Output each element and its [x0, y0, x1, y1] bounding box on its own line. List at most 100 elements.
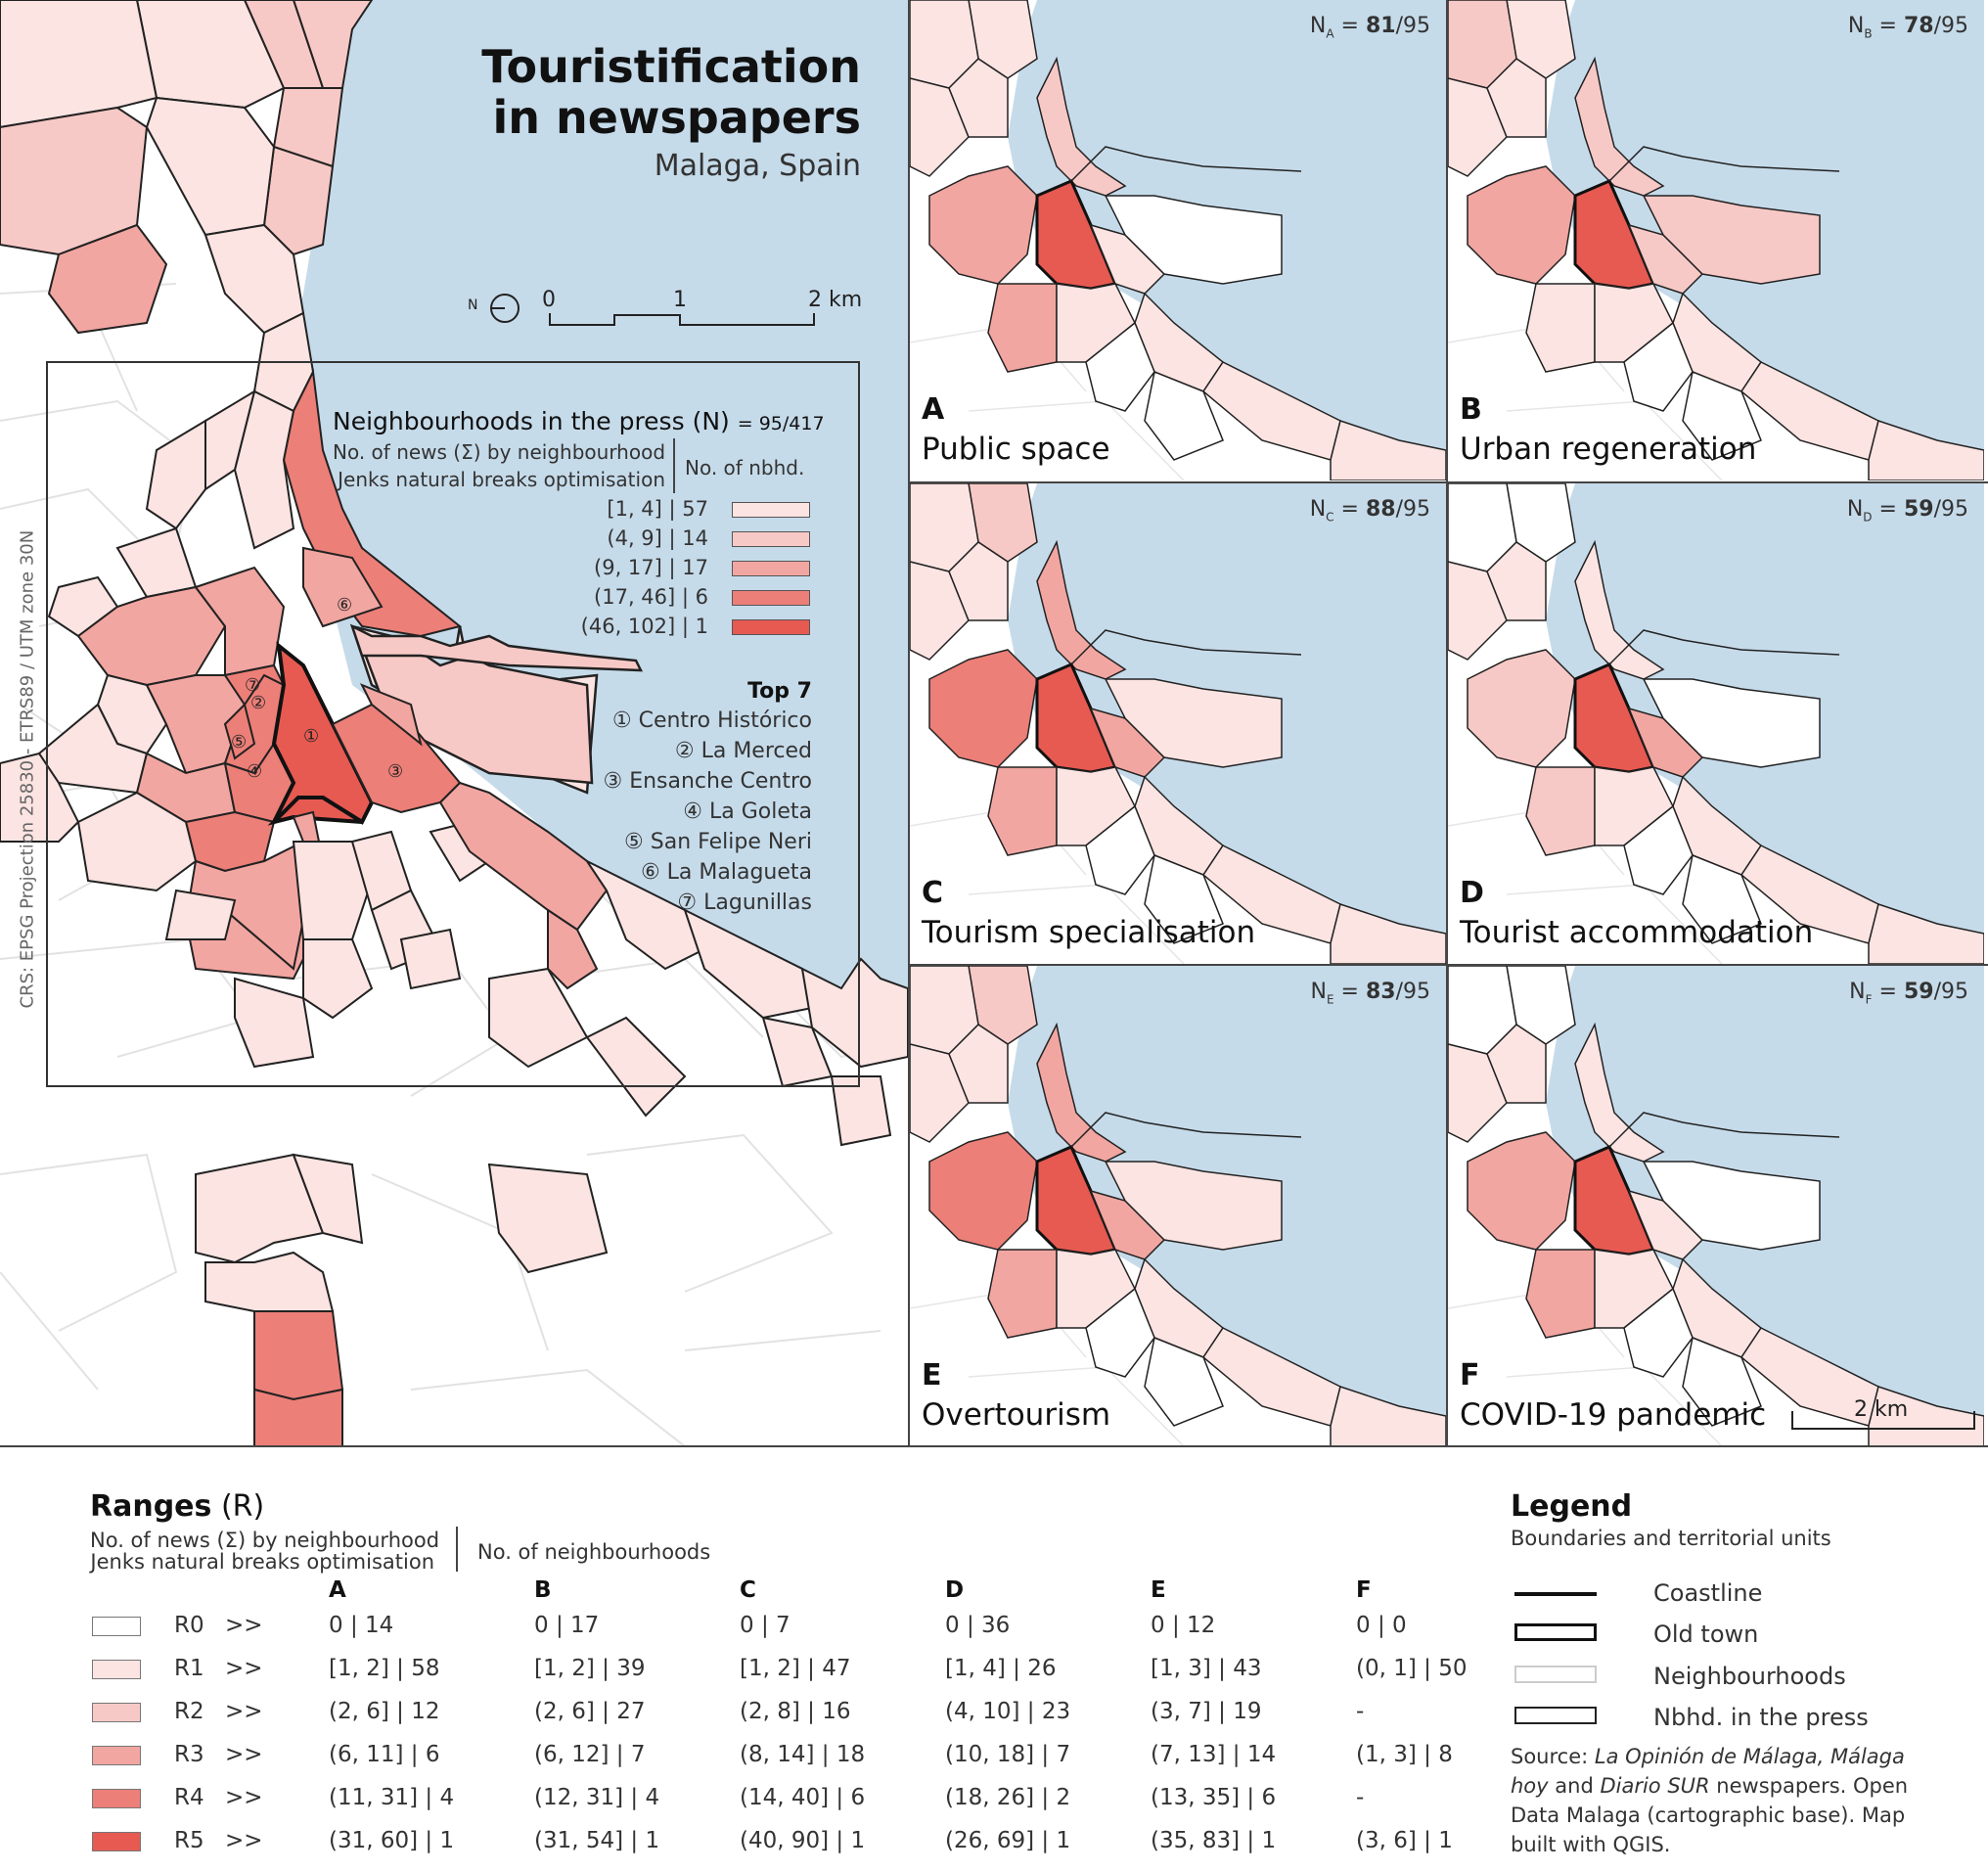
source-newspaper-1: La Opinión de Málaga, Málaga [1594, 1745, 1905, 1768]
ranges-cell: 0 | 36 [945, 1613, 1011, 1638]
main-legend-heading-n: (N) [692, 407, 730, 435]
top7-item-2: ② La Merced [674, 739, 812, 763]
panel-a-title: Public space [922, 432, 1110, 467]
main-legend-heading: Neighbourhoods in the press (N) = 95/417 [333, 407, 825, 435]
panel-count-value: 78 [1903, 14, 1934, 38]
north-label: N [468, 297, 478, 313]
source-newspaper-1-end: hoy [1511, 1774, 1549, 1798]
ranges-separator [456, 1527, 458, 1572]
main-map-svg [0, 0, 908, 1446]
main-legend-line1: No. of news (Σ) by neighbourhood [333, 440, 666, 464]
panel-b-count: NB = 78/95 [1847, 14, 1968, 41]
panel-e[interactable]: E Overtourism NE = 83/95 [910, 966, 1446, 1446]
panel-divider-h2 [908, 964, 1988, 966]
ranges-col-a: A [329, 1577, 346, 1603]
panel-f-letter: F [1460, 1358, 1480, 1393]
panel-d-count: ND = 59/95 [1846, 497, 1968, 525]
panel-count-total: /95 [1395, 980, 1430, 1004]
ranges-cell: (3, 6] | 1 [1356, 1828, 1453, 1853]
panel-b[interactable]: B Urban regeneration NB = 78/95 [1448, 0, 1984, 480]
ranges-col-f: F [1356, 1577, 1372, 1603]
panel-count-value: 59 [1903, 497, 1934, 522]
ranges-cell: (6, 11] | 6 [329, 1742, 440, 1767]
scale-tick-1: 1 [673, 288, 687, 312]
ranges-row-arrow: >> [225, 1656, 263, 1681]
panel-a-letter: A [922, 392, 945, 427]
ranges-col-c: C [740, 1577, 756, 1603]
ranges-cell: (2, 6] | 12 [329, 1699, 440, 1724]
panel-scale-bar [1791, 1411, 1975, 1430]
main-legend-heading-text: Neighbourhoods in the press [333, 407, 685, 435]
source-text-2: Data Malaga (cartographic base). Map [1511, 1804, 1906, 1827]
ranges-cell: 0 | 17 [534, 1613, 600, 1638]
panel-e-count: NE = 83/95 [1310, 980, 1430, 1007]
panel-e-map [910, 966, 1446, 1446]
map-title: Touristification in newspapers [450, 41, 861, 143]
source-and: and [1548, 1774, 1601, 1798]
title-line-2: in newspapers [492, 91, 861, 144]
ranges-cell: 0 | 14 [329, 1613, 394, 1638]
map-marker-4: ④ [247, 761, 263, 782]
panel-e-title: Overtourism [922, 1397, 1111, 1433]
panel-count-value: 81 [1365, 14, 1396, 38]
ranges-cell: (2, 8] | 16 [740, 1699, 851, 1724]
ranges-row-label: R2 [174, 1699, 204, 1724]
main-legend-col: No. of nbhd. [685, 456, 805, 479]
panel-count-total: /95 [1395, 14, 1430, 38]
main-legend-separator [673, 438, 675, 493]
ranges-swatch-r5 [92, 1832, 141, 1851]
top7-item-4: ④ La Goleta [683, 799, 812, 824]
ranges-cell: 0 | 0 [1356, 1613, 1407, 1638]
main-legend-heading-total: = 95/417 [737, 413, 825, 434]
ranges-cell: (2, 6] | 27 [534, 1699, 646, 1724]
legend-press-symbol [1514, 1707, 1597, 1724]
ranges-cell: - [1356, 1699, 1365, 1724]
panel-count-sub: D [1863, 510, 1873, 525]
ranges-cell: - [1356, 1785, 1365, 1810]
panel-b-map [1448, 0, 1984, 480]
ranges-cell: (35, 83] | 1 [1151, 1828, 1277, 1853]
ranges-swatch-r2 [92, 1703, 141, 1722]
ranges-cell: (10, 18] | 7 [945, 1742, 1071, 1767]
panel-count-sub: F [1865, 992, 1873, 1007]
title-line-1: Touristification [481, 40, 861, 93]
source-newspaper-2: Diario SUR [1600, 1774, 1710, 1798]
ranges-cell: (7, 13] | 14 [1151, 1742, 1277, 1767]
legend-item-oldtown: Old town [1653, 1621, 1759, 1648]
panel-c-map [910, 483, 1446, 964]
ranges-cell: (26, 69] | 1 [945, 1828, 1071, 1853]
ranges-col-e: E [1151, 1577, 1166, 1603]
ranges-cell: (11, 31] | 4 [329, 1785, 455, 1810]
panel-c[interactable]: C Tourism specialisation NC = 88/95 [910, 483, 1446, 964]
ranges-cell: (31, 60] | 1 [329, 1828, 455, 1853]
ranges-swatch-r3 [92, 1746, 141, 1765]
ranges-cell: (18, 26] | 2 [945, 1785, 1071, 1810]
ranges-row-arrow: >> [225, 1613, 263, 1638]
panel-f[interactable]: F COVID-19 pandemic NF = 59/95 [1448, 966, 1984, 1446]
ranges-heading-r: (R) [220, 1489, 265, 1524]
ranges-cell: (3, 7] | 19 [1151, 1699, 1262, 1724]
main-legend-line2: Jenks natural breaks optimisation [338, 468, 665, 491]
ranges-cell: 0 | 12 [1151, 1613, 1216, 1638]
ranges-row-label: R4 [174, 1785, 204, 1810]
main-map[interactable]: Touristification in newspapers Malaga, S… [0, 0, 908, 1446]
ranges-cell: [1, 4] | 26 [945, 1656, 1057, 1681]
panel-f-count: NF = 59/95 [1849, 980, 1968, 1007]
panel-c-title: Tourism specialisation [922, 915, 1256, 950]
panel-count-total: /95 [1395, 497, 1430, 522]
panel-d[interactable]: D Tourist accommodation ND = 59/95 [1448, 483, 1984, 964]
panel-scale-label: 2 km [1854, 1397, 1909, 1422]
main-legend-class-5: (46, 102] | 1 [580, 615, 708, 638]
legend-oldtown-symbol [1514, 1623, 1597, 1641]
top7-item-6: ⑥ La Malagueta [640, 860, 812, 885]
panel-count-total: /95 [1933, 497, 1968, 522]
panel-a[interactable]: A Public space NA = 81/95 [910, 0, 1446, 480]
top7-item-1: ① Centro Histórico [611, 708, 812, 733]
main-legend-swatch-2 [732, 531, 810, 547]
panel-c-count: NC = 88/95 [1309, 497, 1430, 525]
ranges-line2: Jenks natural breaks optimisation [90, 1550, 434, 1574]
main-legend-class-1: [1, 4] | 57 [607, 497, 708, 521]
ranges-cell: 0 | 7 [740, 1613, 791, 1638]
source-text-3: built with QGIS. [1511, 1833, 1671, 1856]
ranges-col-label: No. of neighbourhoods [477, 1540, 711, 1564]
